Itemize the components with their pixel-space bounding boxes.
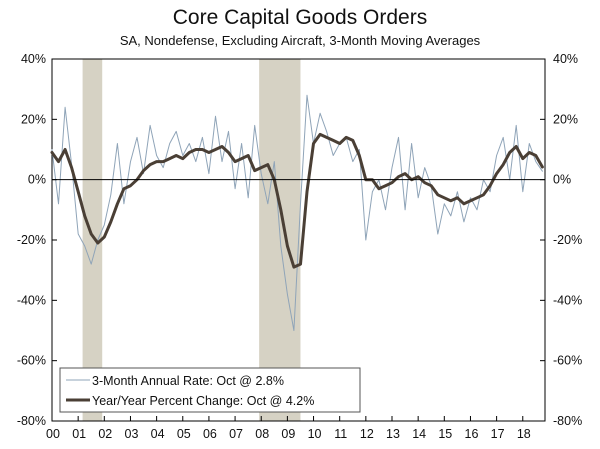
- x-tick-label: 18: [517, 427, 531, 441]
- x-tick-label: 02: [98, 427, 112, 441]
- x-tick-label: 01: [72, 427, 86, 441]
- x-tick-label: 04: [151, 427, 165, 441]
- x-tick-label: 12: [360, 427, 374, 441]
- x-tick-label: 11: [334, 427, 347, 441]
- x-tick-label: 10: [308, 427, 322, 441]
- y-tick-label-left: 20%: [21, 112, 46, 126]
- x-tick-label: 03: [125, 427, 139, 441]
- legend-label-annual-rate: 3-Month Annual Rate: Oct @ 2.8%: [92, 374, 284, 388]
- recession-band: [259, 59, 301, 421]
- legend-box: [59, 367, 361, 413]
- chart-title: Core Capital Goods Orders: [172, 6, 428, 29]
- x-tick-label: 09: [281, 427, 295, 441]
- y-tick-label-left: -60%: [17, 354, 46, 368]
- chart-subtitle: SA, Nondefense, Excluding Aircraft, 3-Mo…: [119, 33, 481, 48]
- series-lines: [50, 94, 544, 331]
- y-tick-label-left: -80%: [17, 414, 46, 428]
- y-tick-label-right: -20%: [553, 233, 582, 247]
- x-tick-label: 16: [465, 427, 479, 441]
- x-tick-label: 08: [255, 427, 269, 441]
- x-tick-label: 06: [203, 427, 217, 441]
- legend-label-yoy: Year/Year Percent Change: Oct @ 4.2%: [92, 394, 314, 408]
- y-tick-label-left: -20%: [17, 233, 46, 247]
- y-tick-label-right: -40%: [553, 293, 582, 307]
- recession-bands: [82, 59, 301, 421]
- y-tick-label-right: -80%: [553, 414, 582, 428]
- x-tick-label: 00: [46, 427, 60, 441]
- x-axis: 00 01 02 03 04 05 06 07 08 09 10 11 12 13 14 15 16 17 18: [46, 416, 531, 441]
- x-tick-label: 13: [386, 427, 400, 441]
- y-tick-label-left: 0%: [28, 173, 46, 187]
- x-tick-label: 14: [412, 427, 426, 441]
- x-tick-label: 07: [229, 427, 243, 441]
- x-tick-label: 05: [177, 427, 191, 441]
- series-line-yoy: [50, 132, 544, 269]
- y-tick-label-right: 40%: [553, 52, 578, 66]
- x-tick-label: 17: [491, 427, 505, 441]
- recession-band: [82, 59, 103, 421]
- y-tick-label-left: 40%: [21, 52, 46, 66]
- legend: 3-Month Annual Rate: Oct @ 2.8% Year/Year…: [59, 367, 361, 413]
- y-tick-label-right: 20%: [553, 112, 578, 126]
- y-tick-label-left: -40%: [17, 293, 46, 307]
- y-tick-label-right: -60%: [553, 354, 582, 368]
- y-axis-left: 40% 20% 0% -20% -40% -60% -80%: [17, 52, 57, 428]
- y-tick-label-right: 0%: [553, 173, 571, 187]
- x-tick-label: 15: [438, 427, 452, 441]
- y-axis-right: 40% 20% 0% -20% -40% -60% -80%: [540, 52, 582, 428]
